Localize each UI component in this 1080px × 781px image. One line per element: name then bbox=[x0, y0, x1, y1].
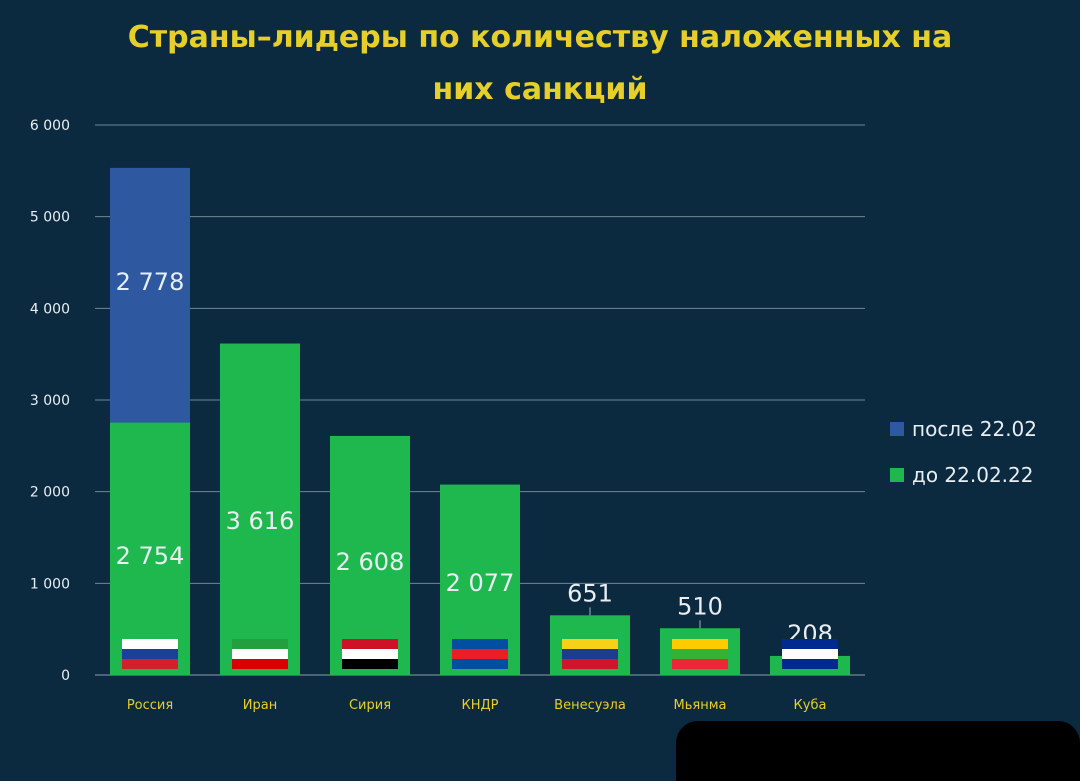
x-tick-label: Россия bbox=[127, 698, 173, 713]
flag-stripe bbox=[342, 649, 398, 659]
flag-stripe bbox=[782, 639, 838, 649]
y-tick-label: 0 bbox=[61, 668, 70, 684]
flag-stripe bbox=[562, 639, 618, 649]
flag-stripe bbox=[122, 659, 178, 669]
y-tick-label: 2 000 bbox=[30, 485, 70, 501]
data-label: 510 bbox=[677, 592, 723, 620]
x-tick-label: Сирия bbox=[349, 698, 391, 713]
flag-stripe bbox=[452, 659, 508, 669]
chart-title: Страны–лидеры по количеству наложенных н… bbox=[127, 20, 953, 107]
flag-stripe bbox=[452, 639, 508, 649]
flag-stripe bbox=[122, 639, 178, 649]
y-tick-label: 5 000 bbox=[30, 210, 70, 226]
bar-segment bbox=[330, 435, 410, 675]
legend-label-after: после 22.02 bbox=[912, 417, 1038, 441]
flag-stripe bbox=[232, 649, 288, 659]
legend: после 22.02 до 22.02.22 bbox=[890, 415, 1037, 507]
legend-item-after: после 22.02 bbox=[890, 415, 1037, 443]
data-label: 651 bbox=[567, 579, 613, 607]
y-tick-label: 6 000 bbox=[30, 118, 70, 134]
y-tick-label: 1 000 bbox=[30, 576, 70, 592]
bar-segment bbox=[110, 167, 190, 423]
data-label: 2 778 bbox=[116, 268, 185, 296]
data-label: 2 754 bbox=[116, 542, 185, 570]
x-tick-label: КНДР bbox=[461, 698, 498, 713]
flag-stripe bbox=[342, 639, 398, 649]
bar-segment bbox=[220, 343, 300, 675]
y-tick-label: 4 000 bbox=[30, 301, 70, 317]
flag-stripe bbox=[122, 649, 178, 659]
flag-stripe bbox=[672, 649, 728, 659]
flag-stripe bbox=[342, 659, 398, 669]
bar-segment bbox=[110, 422, 190, 675]
x-tick-label: Куба bbox=[794, 698, 827, 713]
flag-stripe bbox=[782, 649, 838, 659]
y-tick-label: 3 000 bbox=[30, 393, 70, 409]
flag-stripe bbox=[562, 649, 618, 659]
flag-stripe bbox=[672, 639, 728, 649]
legend-swatch-before bbox=[890, 468, 904, 482]
data-label: 3 616 bbox=[226, 507, 295, 535]
legend-item-before: до 22.02.22 bbox=[890, 461, 1037, 489]
overlay-box bbox=[676, 721, 1080, 781]
flag-stripe bbox=[232, 659, 288, 669]
flag-stripe bbox=[672, 659, 728, 669]
flag-stripe bbox=[232, 639, 288, 649]
flag-stripe bbox=[562, 659, 618, 669]
legend-label-before: до 22.02.22 bbox=[912, 463, 1034, 487]
flag-stripe bbox=[452, 649, 508, 659]
x-tick-label: Мьянма bbox=[674, 698, 727, 713]
legend-swatch-after bbox=[890, 422, 904, 436]
x-tick-label: Иран bbox=[243, 698, 277, 713]
data-label: 2 077 bbox=[446, 569, 515, 597]
flag-stripe bbox=[782, 659, 838, 669]
data-label: 2 608 bbox=[336, 548, 405, 576]
x-tick-label: Венесуэла bbox=[554, 698, 626, 713]
